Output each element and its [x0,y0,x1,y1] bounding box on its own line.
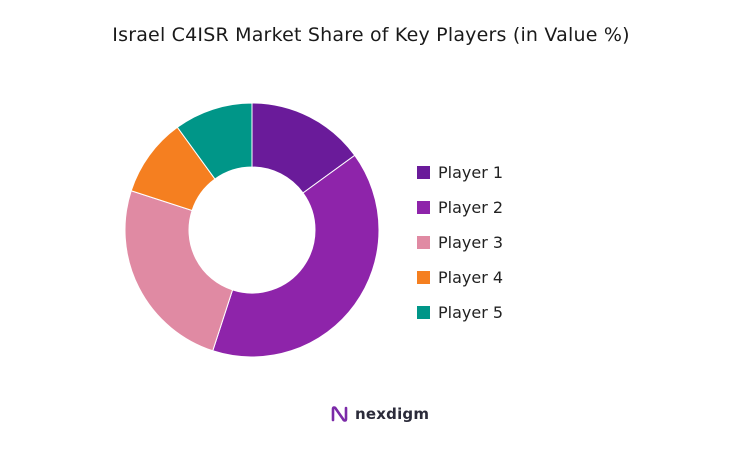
chart-title: Israel C4ISR Market Share of Key Players… [112,24,630,46]
legend-item-2: Player 2 [417,190,503,225]
legend-swatch [417,166,430,179]
nexdigm-logo-icon [331,406,348,422]
donut-slice-2 [212,154,380,358]
legend-swatch [417,271,430,284]
legend-label: Player 4 [438,268,504,287]
legend-label: Player 1 [438,163,504,182]
legend-label: Player 5 [438,303,504,322]
legend-item-1: Player 1 [417,155,503,190]
legend-label: Player 2 [438,198,504,217]
legend-swatch [417,236,430,249]
legend-swatch [417,201,430,214]
donut-slice-5 [176,102,253,180]
brand-name: nexdigm [355,405,430,423]
legend-label: Player 3 [438,233,504,252]
legend-item-3: Player 3 [417,225,503,260]
donut-slice-3 [124,190,234,352]
brand-logo: nexdigm [330,404,429,424]
legend-item-4: Player 4 [417,260,503,295]
legend-swatch [417,306,430,319]
legend: Player 1 Player 2 Player 3 Player 4 Player 5 [417,155,503,330]
legend-item-5: Player 5 [417,295,503,330]
